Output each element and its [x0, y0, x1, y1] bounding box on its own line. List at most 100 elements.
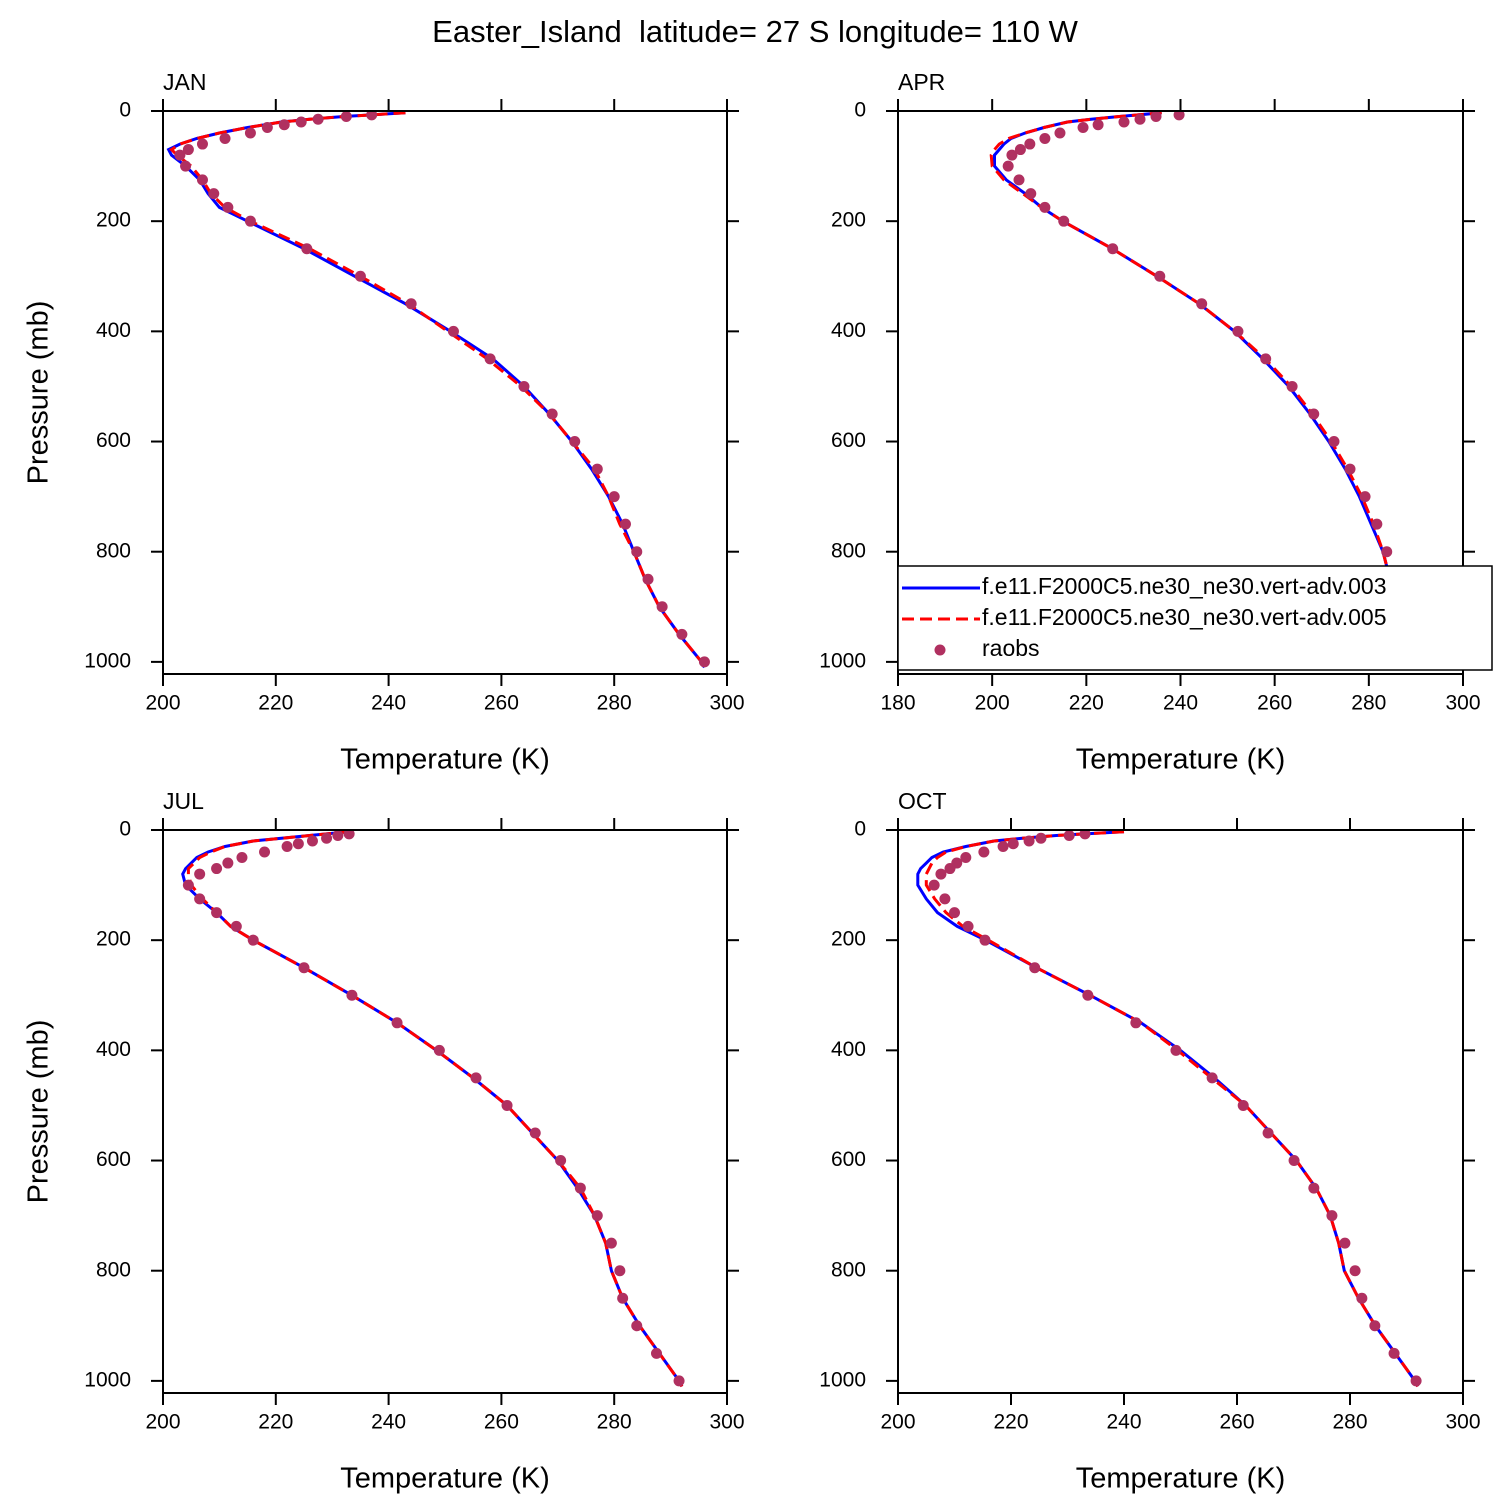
raob-point [247, 934, 259, 946]
raob-point [1039, 133, 1051, 145]
y-tick-label: 400 [831, 1038, 866, 1061]
y-tick-label: 1000 [84, 1368, 131, 1391]
raob-point [949, 907, 960, 919]
raob-point [574, 1182, 586, 1194]
raob-point [306, 835, 318, 847]
raob-point [1237, 1099, 1249, 1111]
panel: 200 220 240 260 280 300 0 200 400 600 800 1000 OCT Te… [819, 788, 1480, 1495]
y-tick-label: 0 [854, 99, 866, 122]
raob-point [518, 380, 530, 392]
raob-point [1058, 215, 1070, 227]
raob-point [656, 601, 668, 613]
x-tick-label: 300 [1445, 1411, 1480, 1434]
x-tick-label: 260 [484, 1411, 519, 1434]
raob-point [470, 1072, 482, 1084]
raob-point [222, 201, 234, 213]
raob-point [1092, 119, 1104, 131]
x-tick-label: 260 [484, 692, 519, 715]
raob-point [631, 546, 643, 558]
raob-point [1232, 325, 1244, 337]
x-tick-label: 180 [880, 692, 915, 715]
raob-point [391, 1017, 403, 1029]
raob-point [1134, 113, 1146, 125]
y-tick-label: 1000 [819, 1368, 866, 1391]
profile-line [916, 830, 1420, 1388]
x-tick-label: 280 [1351, 692, 1386, 715]
y-tick-label: 0 [119, 99, 131, 122]
raob-point [1339, 1237, 1351, 1249]
raob-point [1328, 436, 1340, 448]
raob-point [591, 1210, 603, 1222]
y-tick-label: 0 [854, 818, 866, 841]
raob-point [244, 127, 256, 139]
raob-point [1371, 518, 1383, 530]
x-tick-label: 220 [258, 692, 293, 715]
raob-point [591, 463, 603, 475]
raob-point [174, 149, 186, 161]
raob-point [1262, 1127, 1274, 1139]
raob-point [1369, 1320, 1381, 1332]
raob-point [614, 1265, 626, 1277]
raob-point [928, 879, 940, 891]
raob-point [619, 518, 631, 530]
raob-point [1007, 838, 1019, 850]
raob-point [182, 144, 194, 156]
raob-point [1359, 491, 1371, 503]
raob-point [1196, 298, 1208, 310]
x-tick-label: 300 [709, 1411, 744, 1434]
legend: f.e11.F2000C5.ne30_ne30.vert-adv.003 f.e1… [897, 565, 1493, 671]
chart-title: Easter_Island latitude= 27 S longitude= … [432, 14, 1078, 49]
raob-point [944, 863, 956, 875]
raob-point [651, 1347, 662, 1359]
y-tick-label: 400 [96, 319, 131, 342]
raob-point [194, 893, 206, 905]
x-tick-label: 240 [371, 692, 406, 715]
raob-point [259, 846, 271, 858]
raob-point [196, 138, 208, 150]
raob-point [1130, 1017, 1142, 1029]
raob-point [1388, 1347, 1400, 1359]
raob-point [935, 868, 947, 880]
raob-point [281, 841, 293, 853]
panel-label: JUL [163, 788, 204, 814]
y-tick-label: 600 [96, 429, 131, 452]
raob-point [1344, 463, 1356, 475]
raob-point [211, 907, 223, 919]
raob-point [301, 243, 313, 255]
y-tick-label: 200 [831, 209, 866, 232]
y-tick-label: 800 [96, 1258, 131, 1281]
raob-point [1381, 546, 1393, 558]
raob-point [343, 830, 355, 840]
y-tick-label: 400 [831, 319, 866, 342]
profile-line [169, 111, 706, 669]
raob-point [196, 174, 208, 186]
legend-marker [934, 644, 946, 656]
raob-point [484, 353, 496, 365]
y-axis-label: Pressure (mb) [23, 1020, 55, 1204]
raob-point [1349, 1265, 1361, 1277]
x-axis-label: Temperature (K) [1076, 1463, 1286, 1495]
raob-point [1029, 962, 1041, 974]
panel: 200 220 240 260 280 300 0 200 400 600 800 1000 JAN Te… [23, 69, 745, 776]
y-axis-label: Pressure (mb) [23, 301, 55, 485]
raob-point [1013, 174, 1025, 186]
raob-point [1035, 832, 1047, 844]
raob-point [354, 270, 366, 282]
profile-line [989, 111, 1444, 668]
x-axis-label: Temperature (K) [340, 744, 550, 776]
raob-point [1288, 1155, 1300, 1167]
raob-point [1025, 188, 1037, 200]
raob-point [1039, 201, 1051, 213]
raob-point [295, 116, 307, 128]
x-axis-label: Temperature (K) [1076, 744, 1286, 776]
raob-point [608, 491, 620, 503]
raob-point [244, 215, 256, 227]
y-tick-label: 200 [96, 209, 131, 232]
x-tick-label: 280 [1332, 1411, 1367, 1434]
raob-point [546, 408, 558, 420]
x-tick-label: 240 [1106, 1411, 1141, 1434]
y-tick-label: 800 [96, 539, 131, 562]
raob-point [605, 1237, 617, 1249]
raob-point [321, 832, 333, 844]
